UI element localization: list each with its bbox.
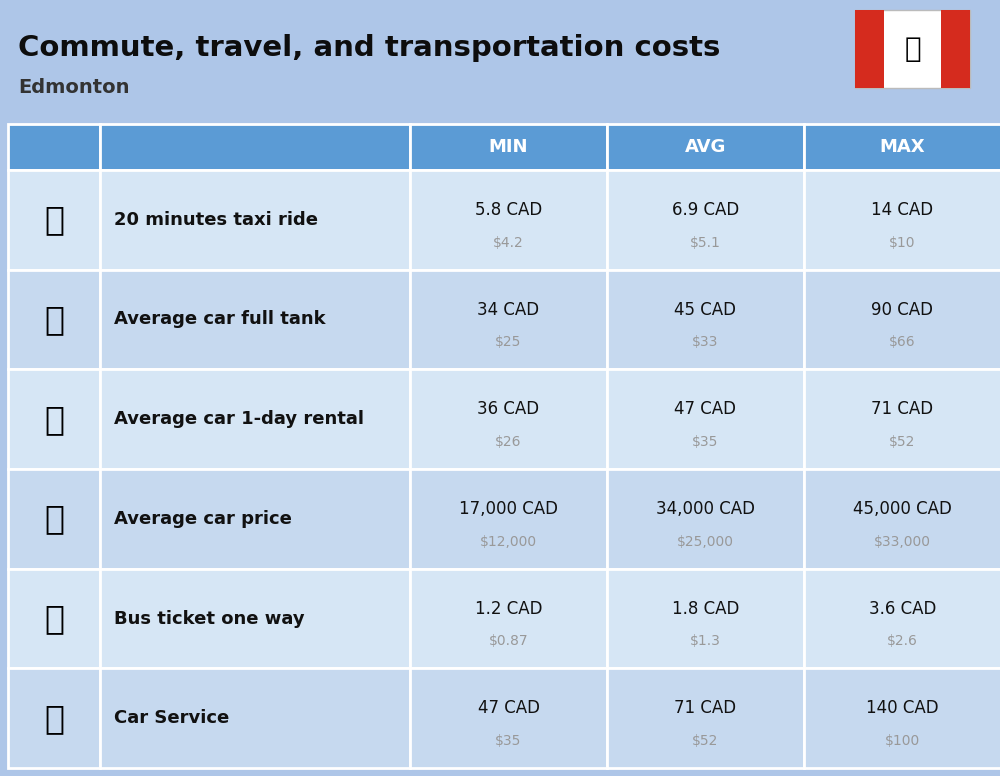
- Text: 🚕: 🚕: [44, 203, 64, 237]
- Text: 6.9 CAD: 6.9 CAD: [672, 201, 739, 219]
- Text: ⛽: ⛽: [44, 303, 64, 336]
- Text: 47 CAD: 47 CAD: [674, 400, 736, 418]
- Text: Bus ticket one way: Bus ticket one way: [114, 609, 305, 628]
- Text: $25,000: $25,000: [677, 535, 734, 549]
- FancyBboxPatch shape: [8, 369, 100, 469]
- Text: 71 CAD: 71 CAD: [674, 699, 737, 717]
- Text: $52: $52: [889, 435, 916, 449]
- FancyBboxPatch shape: [410, 469, 607, 569]
- FancyBboxPatch shape: [607, 668, 804, 768]
- Text: Average car 1-day rental: Average car 1-day rental: [114, 411, 364, 428]
- FancyBboxPatch shape: [804, 170, 1000, 270]
- Text: 🍁: 🍁: [904, 35, 921, 63]
- FancyBboxPatch shape: [804, 124, 1000, 170]
- FancyBboxPatch shape: [8, 469, 100, 569]
- Text: 140 CAD: 140 CAD: [866, 699, 939, 717]
- Text: MAX: MAX: [880, 138, 925, 156]
- Text: $52: $52: [692, 734, 719, 748]
- Text: 🚌: 🚌: [44, 602, 64, 635]
- Text: 90 CAD: 90 CAD: [871, 300, 933, 318]
- Text: $25: $25: [495, 335, 522, 349]
- FancyBboxPatch shape: [410, 170, 607, 270]
- FancyBboxPatch shape: [100, 369, 410, 469]
- Text: $12,000: $12,000: [480, 535, 537, 549]
- Text: 45,000 CAD: 45,000 CAD: [853, 500, 952, 518]
- Text: Average car full tank: Average car full tank: [114, 310, 326, 328]
- FancyBboxPatch shape: [804, 569, 1000, 668]
- Text: $10: $10: [889, 236, 916, 250]
- Text: $35: $35: [495, 734, 522, 748]
- Text: $33: $33: [692, 335, 719, 349]
- FancyBboxPatch shape: [855, 10, 884, 88]
- FancyBboxPatch shape: [804, 469, 1000, 569]
- Text: Edmonton: Edmonton: [18, 78, 130, 97]
- FancyBboxPatch shape: [8, 668, 100, 768]
- FancyBboxPatch shape: [855, 10, 970, 88]
- FancyBboxPatch shape: [410, 124, 607, 170]
- Text: 34 CAD: 34 CAD: [477, 300, 540, 318]
- Text: 1.2 CAD: 1.2 CAD: [475, 600, 542, 618]
- FancyBboxPatch shape: [410, 270, 607, 369]
- FancyBboxPatch shape: [410, 569, 607, 668]
- FancyBboxPatch shape: [100, 170, 410, 270]
- FancyBboxPatch shape: [410, 668, 607, 768]
- FancyBboxPatch shape: [941, 10, 970, 88]
- Text: 3.6 CAD: 3.6 CAD: [869, 600, 936, 618]
- FancyBboxPatch shape: [8, 270, 100, 369]
- Text: $26: $26: [495, 435, 522, 449]
- FancyBboxPatch shape: [100, 469, 410, 569]
- FancyBboxPatch shape: [804, 369, 1000, 469]
- FancyBboxPatch shape: [100, 569, 410, 668]
- FancyBboxPatch shape: [8, 569, 100, 668]
- Text: AVG: AVG: [685, 138, 726, 156]
- Text: $33,000: $33,000: [874, 535, 931, 549]
- Text: Commute, travel, and transportation costs: Commute, travel, and transportation cost…: [18, 34, 720, 62]
- FancyBboxPatch shape: [607, 170, 804, 270]
- Text: $35: $35: [692, 435, 719, 449]
- FancyBboxPatch shape: [100, 270, 410, 369]
- Text: $5.1: $5.1: [690, 236, 721, 250]
- Text: 🛠: 🛠: [44, 702, 64, 735]
- FancyBboxPatch shape: [100, 668, 410, 768]
- Text: $2.6: $2.6: [887, 635, 918, 649]
- FancyBboxPatch shape: [804, 270, 1000, 369]
- FancyBboxPatch shape: [607, 124, 804, 170]
- FancyBboxPatch shape: [100, 124, 410, 170]
- Text: 1.8 CAD: 1.8 CAD: [672, 600, 739, 618]
- FancyBboxPatch shape: [607, 469, 804, 569]
- Text: 34,000 CAD: 34,000 CAD: [656, 500, 755, 518]
- Text: 36 CAD: 36 CAD: [477, 400, 540, 418]
- FancyBboxPatch shape: [410, 369, 607, 469]
- Text: Average car price: Average car price: [114, 510, 292, 528]
- Text: 47 CAD: 47 CAD: [478, 699, 540, 717]
- Text: 5.8 CAD: 5.8 CAD: [475, 201, 542, 219]
- Text: $1.3: $1.3: [690, 635, 721, 649]
- Text: $66: $66: [889, 335, 916, 349]
- Text: MIN: MIN: [489, 138, 528, 156]
- Text: $100: $100: [885, 734, 920, 748]
- Text: 🚗: 🚗: [44, 502, 64, 535]
- FancyBboxPatch shape: [804, 668, 1000, 768]
- Text: 71 CAD: 71 CAD: [871, 400, 934, 418]
- Text: 14 CAD: 14 CAD: [871, 201, 934, 219]
- Text: 20 minutes taxi ride: 20 minutes taxi ride: [114, 211, 318, 229]
- FancyBboxPatch shape: [8, 124, 100, 170]
- FancyBboxPatch shape: [607, 369, 804, 469]
- FancyBboxPatch shape: [607, 270, 804, 369]
- Text: 17,000 CAD: 17,000 CAD: [459, 500, 558, 518]
- FancyBboxPatch shape: [607, 569, 804, 668]
- Text: Car Service: Car Service: [114, 709, 229, 727]
- Text: 45 CAD: 45 CAD: [674, 300, 736, 318]
- Text: $0.87: $0.87: [489, 635, 528, 649]
- Text: 🚙: 🚙: [44, 403, 64, 435]
- Text: $4.2: $4.2: [493, 236, 524, 250]
- FancyBboxPatch shape: [8, 170, 100, 270]
